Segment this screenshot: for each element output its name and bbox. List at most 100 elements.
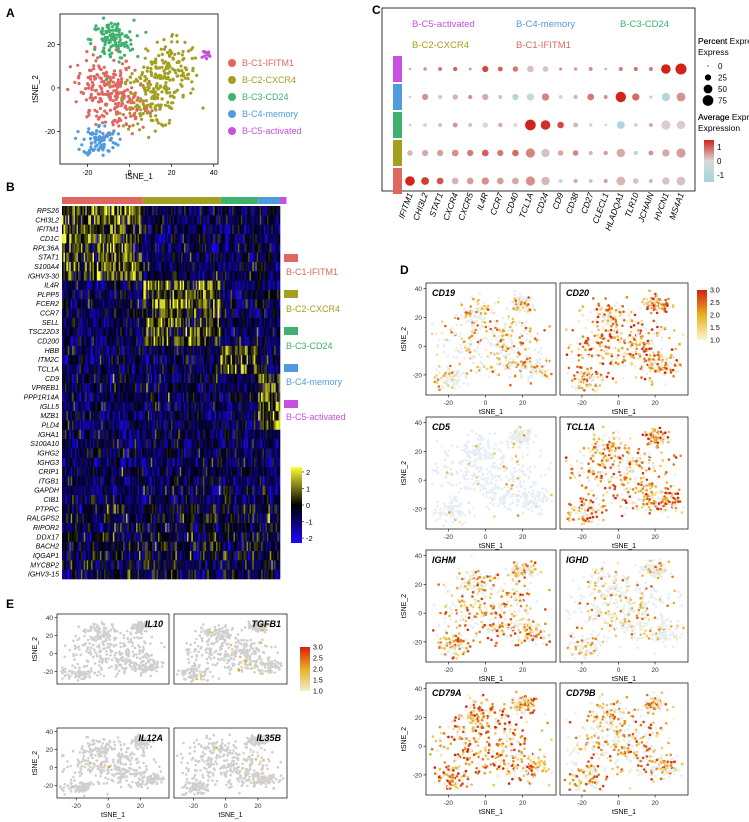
heatmap-cell xyxy=(182,336,185,347)
heatmap-cell xyxy=(121,373,124,384)
heatmap-cell xyxy=(127,206,130,216)
heatmap-cell xyxy=(127,401,130,412)
heatmap-cell xyxy=(261,401,263,412)
heatmap-cell xyxy=(128,271,131,281)
heatmap-cell xyxy=(152,401,154,412)
heatmap-cell xyxy=(111,383,114,393)
heatmap-cell xyxy=(134,252,137,263)
tsne-point xyxy=(181,71,185,75)
heatmap-cell xyxy=(230,420,233,431)
heatmap-cell xyxy=(109,243,112,253)
heatmap-cell xyxy=(128,457,131,468)
heatmap-cell xyxy=(101,243,103,253)
heatmap-cell xyxy=(179,429,182,440)
heatmap-cell xyxy=(80,215,83,225)
heatmap-cell xyxy=(133,224,135,235)
heatmap-cell xyxy=(221,401,224,412)
heatmap-cell xyxy=(262,261,265,272)
heatmap-cell xyxy=(274,439,276,449)
heatmap-cell xyxy=(220,215,223,225)
heatmap-cell xyxy=(233,261,236,272)
heatmap-cell xyxy=(175,206,178,216)
tsne-point xyxy=(77,147,81,151)
heatmap-cell xyxy=(157,439,160,449)
heatmap-cell xyxy=(165,271,167,281)
heatmap-cell xyxy=(275,206,278,216)
heatmap-cell xyxy=(134,411,137,421)
heatmap-cell xyxy=(93,383,96,393)
heatmap-cell xyxy=(107,271,109,281)
heatmap-cell xyxy=(214,233,217,244)
heatmap-cell xyxy=(109,401,112,412)
heatmap-cell xyxy=(265,327,268,337)
heatmap-cell xyxy=(188,429,191,440)
heatmap-cell xyxy=(214,383,217,393)
heatmap-cell xyxy=(221,233,224,244)
heatmap-cell xyxy=(160,373,163,384)
heatmap-cell xyxy=(101,206,103,216)
heatmap-cell xyxy=(255,215,258,225)
legend-dot-c5 xyxy=(228,127,236,135)
heatmap-cell xyxy=(150,289,153,300)
heatmap-cell xyxy=(195,289,198,300)
heatmap-cell xyxy=(202,224,205,235)
heatmap-cell xyxy=(162,261,165,272)
heatmap-cell xyxy=(153,364,156,375)
heatmap-cell xyxy=(127,289,130,300)
heatmap-cell xyxy=(69,252,72,263)
heatmap-cell xyxy=(169,206,172,216)
heatmap-cell xyxy=(275,233,278,244)
heatmap-cell xyxy=(255,411,258,421)
heatmap-cell xyxy=(223,336,226,347)
heatmap-cell xyxy=(162,252,165,263)
heatmap-cell xyxy=(104,224,106,235)
heatmap-cell xyxy=(159,289,162,300)
heatmap-cell xyxy=(205,355,208,365)
heatmap-cell xyxy=(271,439,274,449)
heatmap-cell xyxy=(92,215,95,225)
heatmap-cell xyxy=(83,420,86,431)
tsne-point xyxy=(80,143,84,147)
heatmap-cell xyxy=(237,439,240,449)
heatmap-cell xyxy=(120,289,122,300)
heatmap-cell xyxy=(224,206,227,216)
heatmap-cell xyxy=(66,420,69,431)
heatmap-cell xyxy=(123,355,125,365)
heatmap-cell xyxy=(210,308,212,319)
heatmap-cell xyxy=(261,429,263,440)
heatmap-cell xyxy=(272,243,275,253)
heatmap-cell xyxy=(91,308,93,319)
heatmap-cell xyxy=(80,401,83,412)
heatmap-cell xyxy=(88,289,90,300)
heatmap-cell xyxy=(264,243,266,253)
heatmap-cell xyxy=(144,364,147,375)
heatmap-cell xyxy=(218,271,221,281)
heatmap-cell xyxy=(67,280,70,291)
heatmap-cell xyxy=(249,448,252,459)
heatmap-cell xyxy=(150,383,153,393)
tsne-point xyxy=(203,54,207,58)
heatmap-cell xyxy=(118,261,121,272)
heatmap-cell xyxy=(271,364,274,375)
heatmap-cell xyxy=(186,401,189,412)
heatmap-cell xyxy=(125,206,128,216)
heatmap-cell xyxy=(237,271,240,281)
heatmap-cell xyxy=(144,243,147,253)
heatmap-cell xyxy=(208,411,211,421)
heatmap-cell xyxy=(155,206,157,216)
heatmap-cell xyxy=(226,206,228,216)
heatmap-cell xyxy=(76,299,79,309)
heatmap-cell xyxy=(83,401,86,412)
heatmap-cell xyxy=(144,383,147,393)
heatmap-cell xyxy=(201,364,204,375)
heatmap-cell xyxy=(128,448,131,459)
heatmap-cell xyxy=(124,429,127,440)
heatmap-cell xyxy=(258,383,260,393)
heatmap-cell xyxy=(189,308,192,319)
heatmap-cell xyxy=(98,411,101,421)
tsne-point xyxy=(98,135,102,139)
heatmap-cell xyxy=(218,224,221,235)
heatmap-cell xyxy=(175,224,178,235)
heatmap-cell xyxy=(185,261,188,272)
heatmap-cell xyxy=(250,215,253,225)
